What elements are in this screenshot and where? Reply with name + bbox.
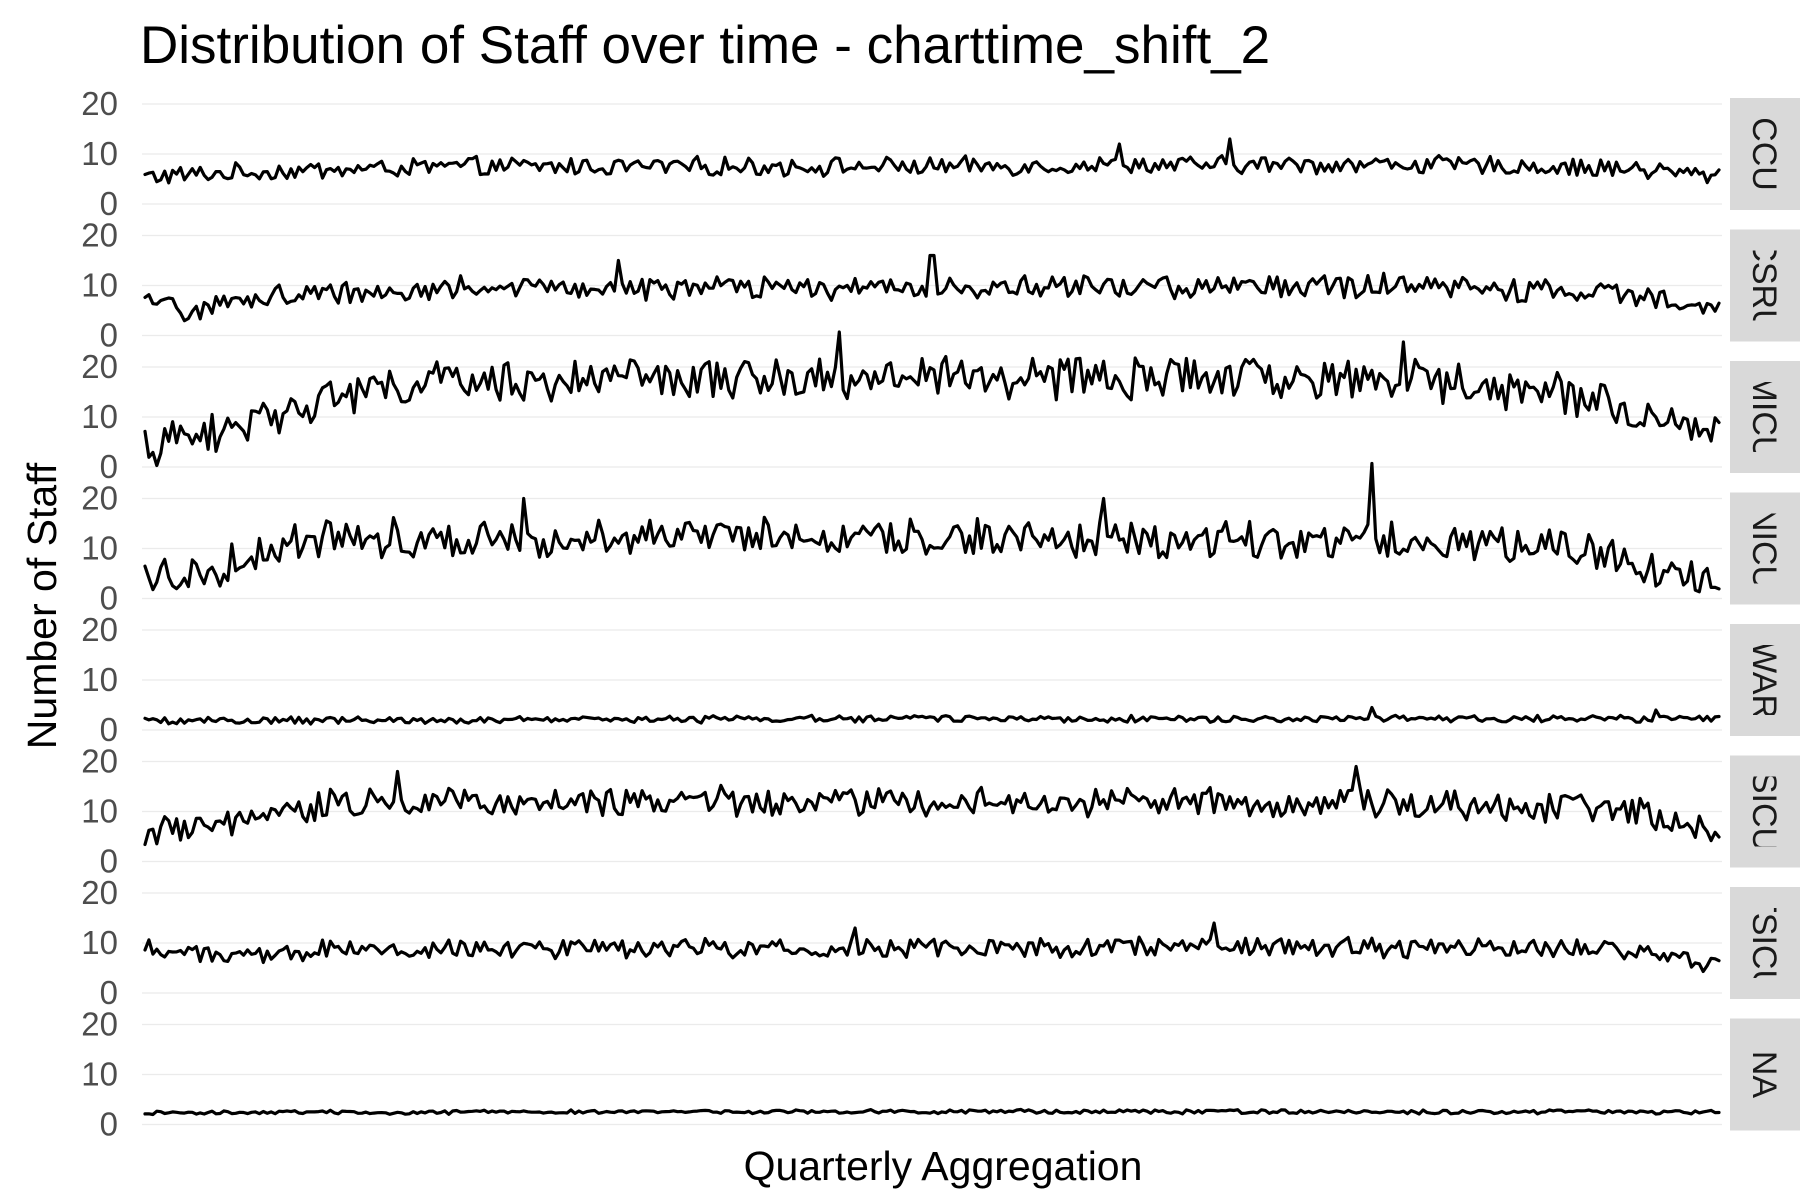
facet-panel-sicu: 0 10 20 SICU (81, 743, 1800, 880)
facet-strip-label: CCU (1745, 117, 1783, 191)
facet-strip (1730, 755, 1800, 868)
y-tick-label: 0 (100, 185, 118, 222)
facet-strip-label: NWARD (1745, 616, 1783, 743)
series-line-micu (143, 330, 1721, 468)
facet-panel-micu: 0 10 20 MICU (81, 330, 1800, 485)
facet-strip-label: MICU (1745, 374, 1783, 461)
y-tick-label: 10 (81, 1056, 118, 1093)
series-line-na (143, 1107, 1721, 1117)
y-tick-label: 20 (81, 874, 118, 911)
y-tick-label: 20 (81, 743, 118, 780)
series-line-tsicu (143, 921, 1721, 974)
facet-strip (1730, 98, 1800, 210)
y-tick-label: 20 (81, 611, 118, 648)
facet-strip-label: NA (1745, 1051, 1783, 1099)
y-tick-label: 0 (100, 711, 118, 748)
y-tick-label: 0 (100, 317, 118, 354)
y-tick-label: 20 (81, 480, 118, 517)
facet-strip-label: CSRU (1745, 237, 1783, 333)
series-line-nward (143, 705, 1721, 726)
facet-strip (1730, 624, 1800, 736)
y-tick-label: 20 (81, 217, 118, 254)
y-tick-label: 20 (81, 348, 118, 385)
series-line-sicu (143, 764, 1721, 847)
y-tick-label: 10 (81, 661, 118, 698)
y-tick-label: 0 (100, 448, 118, 485)
facet-panel-na: 0 10 20 NA (81, 1006, 1800, 1143)
x-axis-title: Quarterly Aggregation (744, 1143, 1143, 1189)
facet-panel-nward: 0 10 20 NWARD (81, 611, 1800, 748)
facet-strip-label: SICU (1745, 771, 1783, 852)
y-tick-label: 10 (81, 793, 118, 830)
series-line-ccu (143, 137, 1721, 185)
chart-title: Distribution of Staff over time - chartt… (140, 16, 1270, 75)
y-tick-label: 10 (81, 924, 118, 961)
y-tick-label: 0 (100, 974, 118, 1011)
facet-strip-label: TSICU (1745, 892, 1783, 994)
y-tick-label: 10 (81, 530, 118, 567)
facet-strip (1730, 1018, 1800, 1131)
y-tick-label: 0 (100, 580, 118, 617)
facet-panel-csru: 0 10 20 CSRU (81, 217, 1800, 354)
y-tick-label: 20 (81, 85, 118, 122)
facet-strip-label: NICU (1745, 507, 1783, 590)
y-tick-label: 20 (81, 1006, 118, 1043)
y-axis-title: Number of Staff (19, 462, 65, 749)
facet-strip (1730, 229, 1800, 342)
facet-panel-ccu: 0 10 20 CCU (81, 85, 1800, 222)
facet-panel-nicu: 0 10 20 NICU (81, 461, 1800, 617)
y-tick-label: 0 (100, 843, 118, 880)
series-line-csru (143, 253, 1721, 323)
facet-panel-tsicu: 0 10 20 TSICU (81, 874, 1800, 1011)
facet-panels: 0 10 20 CCU 0 10 20 CSRU 0 10 20 MICU 0 10 20 NICU 0 10 20… (81, 85, 1800, 1143)
y-tick-label: 10 (81, 135, 118, 172)
y-tick-label: 10 (81, 267, 118, 304)
series-line-nicu (143, 461, 1721, 594)
facet-strip (1730, 887, 1800, 999)
facet-strip (1730, 361, 1800, 473)
y-tick-label: 0 (100, 1106, 118, 1143)
y-tick-label: 10 (81, 398, 118, 435)
facet-strip (1730, 492, 1800, 605)
